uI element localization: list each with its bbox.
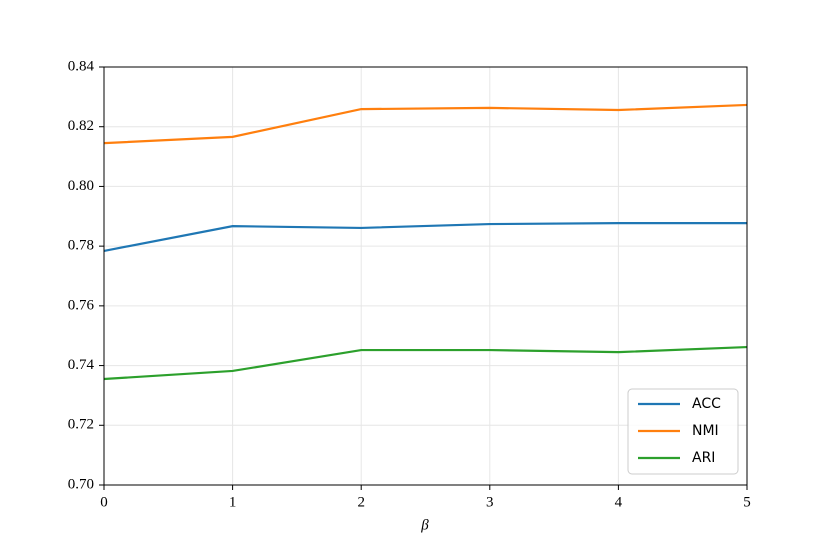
legend-label: NMI <box>692 423 719 439</box>
plot-frame <box>103 66 748 486</box>
x-tick-label: 3 <box>486 494 494 510</box>
x-tick-label: 0 <box>100 494 108 510</box>
legend-label: ACC <box>692 396 721 412</box>
x-axis-label: β <box>420 517 429 533</box>
line <box>103 222 747 253</box>
line <box>103 345 748 381</box>
legend-label: ARI <box>692 450 715 466</box>
line <box>103 103 748 145</box>
x-tick-label: 1 <box>229 494 237 510</box>
x-tick-label: 2 <box>357 494 365 510</box>
y-tick-label: 0.80 <box>68 178 94 194</box>
x-tick-label: 4 <box>615 494 623 510</box>
legend-box <box>627 388 739 475</box>
y-tick-label: 0.72 <box>68 417 94 433</box>
y-tick-label: 0.70 <box>68 476 94 492</box>
y-tick-label: 0.82 <box>68 118 94 134</box>
y-tick-label: 0.78 <box>68 238 94 254</box>
y-tick-label: 0.76 <box>68 297 95 313</box>
x-tick-label: 5 <box>743 494 751 510</box>
y-tick-label: 0.84 <box>68 58 95 74</box>
y-tick-label: 0.74 <box>68 357 95 373</box>
